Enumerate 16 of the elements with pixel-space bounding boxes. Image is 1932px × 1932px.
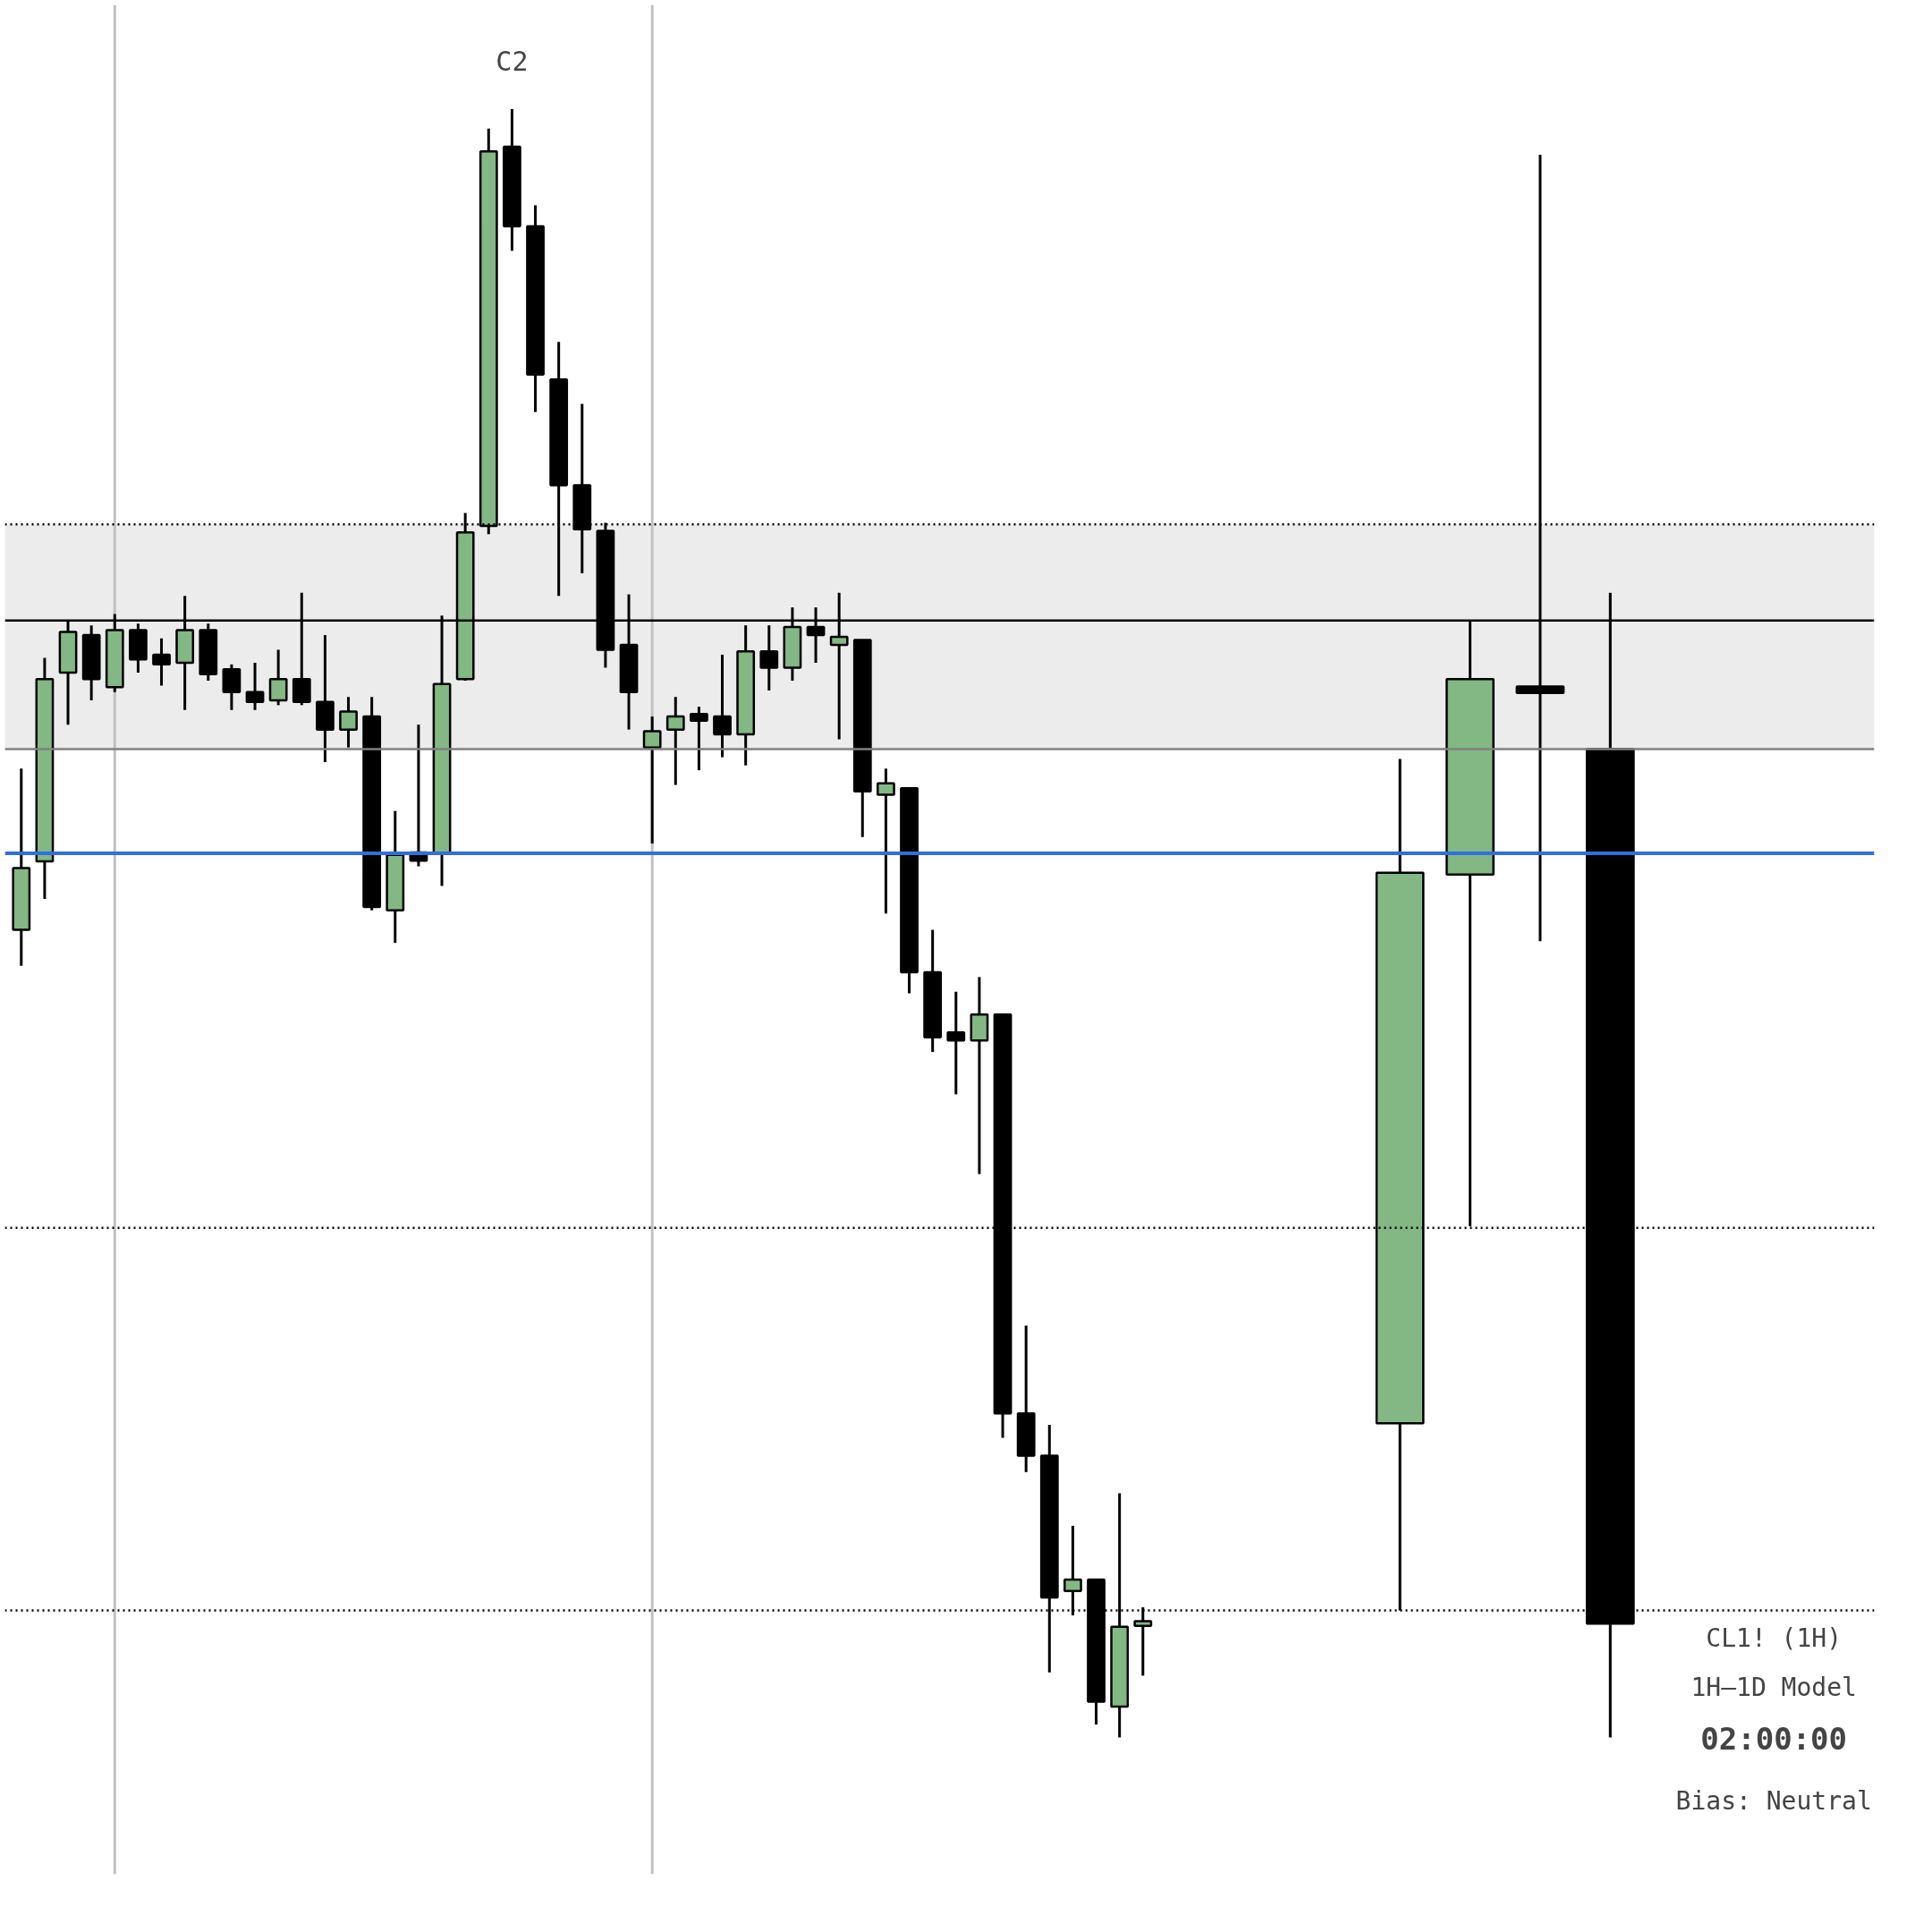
candlestick: [877, 768, 895, 914]
text: Bias: Neutral: [1675, 1785, 1872, 1816]
candlestick: [152, 638, 171, 686]
candlestick: [665, 697, 685, 785]
candlestick: [245, 663, 265, 710]
candlestick: [946, 990, 966, 1095]
candlestick: [713, 653, 732, 758]
text: C2: [496, 45, 529, 77]
candlestick: [690, 707, 708, 772]
candlestick: [339, 697, 358, 748]
candlestick: [268, 649, 288, 706]
text: 1H–1D Model: [1690, 1672, 1857, 1702]
candlestick: [759, 625, 779, 691]
candlestick: [642, 716, 662, 845]
text: 02:00:00: [1700, 1721, 1848, 1758]
text: CL1! (1H): [1706, 1623, 1843, 1653]
